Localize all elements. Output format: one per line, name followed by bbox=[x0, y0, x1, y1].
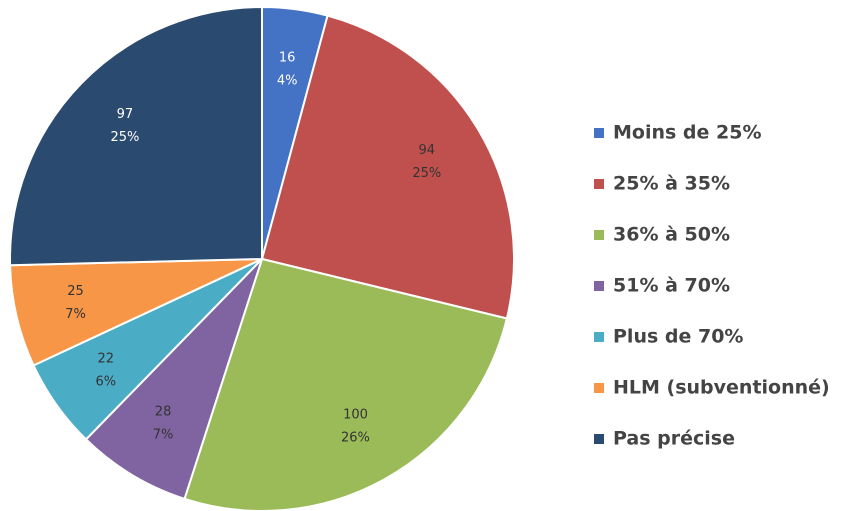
slice-value-label: 22 bbox=[97, 351, 114, 366]
legend-swatch bbox=[594, 434, 604, 444]
slice-percent-label: 4% bbox=[277, 74, 298, 89]
pie-slice bbox=[183, 257, 509, 511]
legend-label: HLM (subventionné) bbox=[613, 377, 830, 399]
slice-percent-label: 6% bbox=[95, 374, 116, 389]
legend-swatch bbox=[594, 230, 604, 240]
pie-slice bbox=[84, 258, 263, 501]
legend-swatch bbox=[594, 332, 604, 342]
slice-value-label: 94 bbox=[419, 143, 436, 158]
slice-percent-label: 7% bbox=[65, 307, 86, 322]
legend-swatch bbox=[594, 179, 604, 189]
slice-value-label: 97 bbox=[117, 107, 134, 122]
legend-label: Moins de 25% bbox=[613, 122, 762, 144]
slice-percent-label: 26% bbox=[341, 431, 370, 446]
legend-swatch bbox=[594, 281, 604, 291]
legend-label: 51% à 70% bbox=[613, 275, 730, 297]
pie-slice bbox=[9, 5, 263, 267]
legend-swatch bbox=[594, 128, 604, 138]
pie-slice bbox=[260, 14, 515, 320]
legend-label: 25% à 35% bbox=[613, 173, 730, 195]
slice-percent-label: 25% bbox=[412, 166, 441, 181]
slice-percent-label: 25% bbox=[110, 130, 139, 145]
legend-swatch bbox=[594, 383, 604, 393]
slice-value-label: 100 bbox=[343, 408, 368, 423]
legend-label: Plus de 70% bbox=[613, 326, 743, 348]
slice-value-label: 28 bbox=[155, 404, 172, 419]
legend-label: Pas précise bbox=[613, 428, 735, 450]
slice-value-label: 16 bbox=[279, 51, 296, 66]
legend-label: 36% à 50% bbox=[613, 224, 730, 246]
slice-percent-label: 7% bbox=[153, 427, 174, 442]
slice-value-label: 25 bbox=[67, 284, 84, 299]
